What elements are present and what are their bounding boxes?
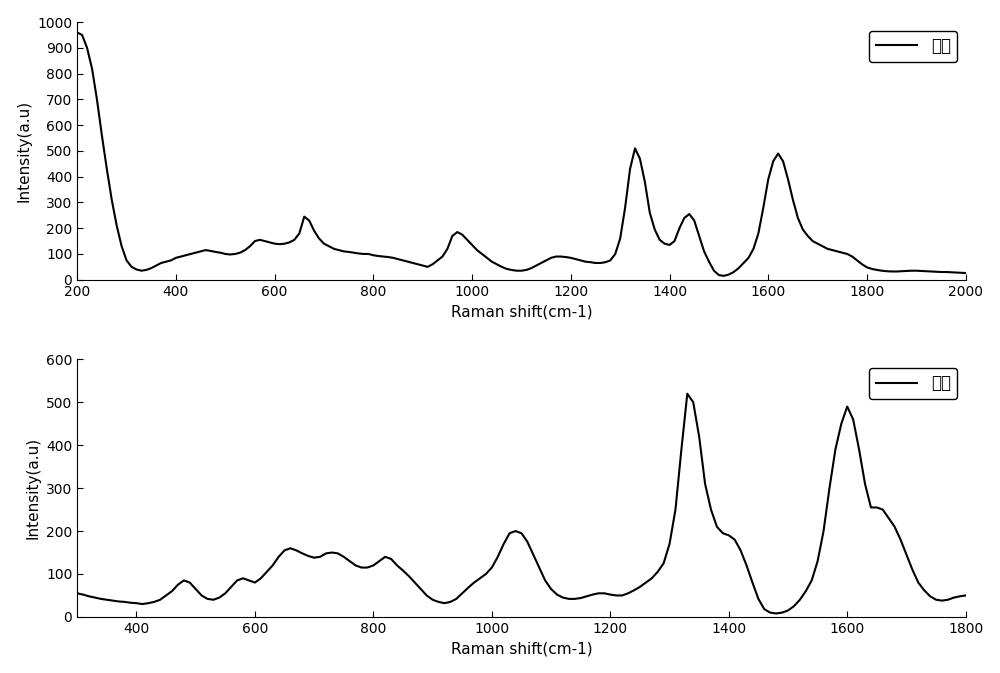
茶汤 — [385, 555, 397, 563]
茶汤 — [770, 610, 782, 618]
Line: 茶汤: 茶汤 — [77, 394, 966, 614]
茶汤 — [718, 272, 730, 280]
Y-axis label: Intensity(a.u): Intensity(a.u) — [17, 100, 32, 202]
Legend: 茶汤: 茶汤 — [869, 30, 957, 62]
茶汤 — [812, 240, 824, 248]
茶汤 — [960, 269, 972, 277]
茶汤 — [699, 480, 711, 488]
茶汤 — [318, 240, 330, 248]
茶汤 — [496, 262, 508, 271]
茶汤 — [960, 592, 972, 600]
茶汤 — [71, 590, 83, 598]
X-axis label: Raman shift(cm-1): Raman shift(cm-1) — [451, 641, 592, 656]
茶汤 — [954, 592, 966, 600]
茶汤 — [145, 264, 157, 272]
茶汤 — [504, 529, 516, 537]
茶汤 — [501, 265, 513, 273]
Y-axis label: Intensity(a.u): Intensity(a.u) — [25, 437, 40, 539]
茶汤 — [71, 28, 83, 36]
茶汤 — [634, 583, 646, 591]
茶汤 — [204, 247, 216, 255]
茶汤 — [610, 592, 622, 600]
Legend: 茶汤: 茶汤 — [869, 367, 957, 399]
茶汤 — [681, 390, 693, 398]
Line: 茶汤: 茶汤 — [77, 32, 966, 276]
X-axis label: Raman shift(cm-1): Raman shift(cm-1) — [451, 304, 592, 319]
